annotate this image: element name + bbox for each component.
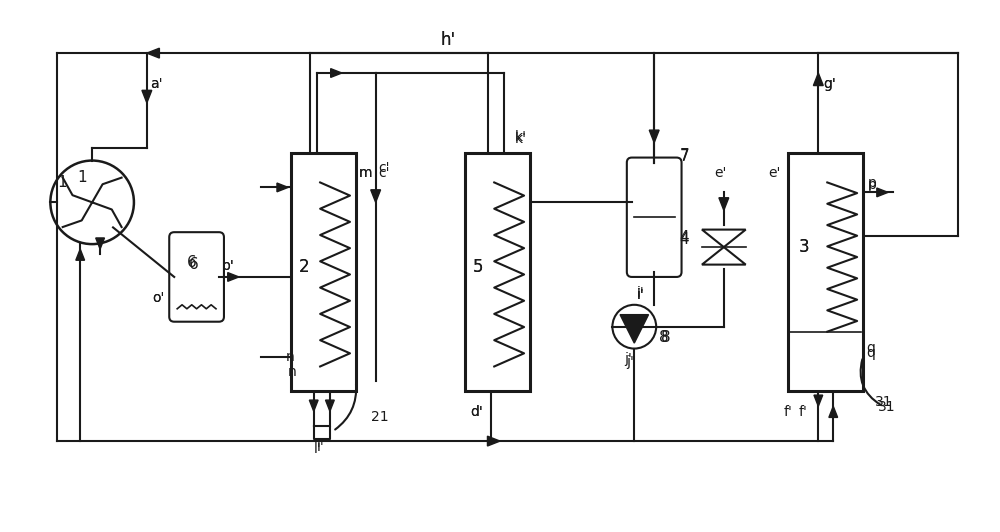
Text: n: n (286, 351, 295, 364)
Text: i': i' (636, 288, 644, 302)
Text: 7: 7 (680, 148, 689, 163)
Text: p: p (868, 177, 877, 190)
Text: e': e' (714, 167, 726, 180)
Polygon shape (620, 314, 649, 343)
Text: k': k' (515, 130, 527, 144)
Text: l': l' (317, 440, 325, 454)
Text: 8: 8 (659, 330, 669, 345)
Text: j': j' (624, 353, 632, 367)
Polygon shape (228, 272, 239, 281)
Text: c': c' (379, 162, 390, 176)
Text: n: n (288, 365, 297, 379)
Text: a': a' (150, 77, 162, 91)
Text: 8: 8 (661, 330, 671, 345)
Text: i': i' (636, 288, 644, 302)
Text: d': d' (470, 405, 483, 419)
Polygon shape (147, 48, 159, 58)
Text: o': o' (152, 291, 165, 305)
Polygon shape (371, 190, 381, 202)
Polygon shape (829, 406, 838, 418)
Polygon shape (277, 183, 288, 192)
Text: b': b' (222, 259, 235, 273)
Polygon shape (649, 130, 659, 143)
Bar (465, 153, 530, 392)
Text: d': d' (470, 405, 483, 419)
Polygon shape (877, 188, 888, 197)
Polygon shape (96, 238, 104, 249)
Text: 31: 31 (875, 395, 893, 409)
Text: 5: 5 (473, 258, 484, 276)
Text: 1: 1 (77, 170, 87, 186)
Bar (291, 153, 356, 392)
Text: h': h' (440, 31, 455, 49)
Text: 21: 21 (371, 410, 388, 424)
Text: 4: 4 (679, 232, 689, 247)
Text: 6: 6 (189, 257, 198, 272)
Text: g': g' (823, 77, 836, 91)
Text: c': c' (379, 167, 390, 180)
Text: j': j' (626, 355, 634, 369)
Text: q: q (866, 340, 875, 354)
Polygon shape (331, 69, 342, 77)
Text: q: q (866, 345, 875, 360)
Polygon shape (142, 90, 152, 103)
Polygon shape (309, 400, 318, 411)
Text: 2: 2 (299, 258, 310, 276)
Polygon shape (719, 198, 729, 210)
Polygon shape (326, 400, 334, 411)
Text: 4: 4 (679, 230, 689, 245)
Text: 31: 31 (878, 400, 896, 414)
Polygon shape (813, 73, 823, 86)
Text: p: p (868, 178, 877, 193)
Text: k': k' (515, 131, 527, 146)
Text: g': g' (823, 77, 836, 91)
Text: o': o' (152, 291, 165, 305)
Text: i': i' (636, 286, 644, 300)
Text: 1: 1 (57, 176, 67, 190)
Text: e': e' (769, 167, 781, 180)
Polygon shape (487, 436, 500, 446)
Text: f': f' (798, 405, 807, 419)
Text: a': a' (150, 77, 162, 91)
Text: 2: 2 (299, 258, 310, 276)
Polygon shape (76, 249, 85, 260)
Text: h': h' (440, 31, 455, 49)
Text: 7: 7 (680, 147, 689, 163)
Text: m: m (359, 167, 372, 180)
Text: f': f' (784, 405, 792, 419)
Text: 3: 3 (798, 238, 809, 256)
Text: 3: 3 (798, 238, 809, 256)
Text: l': l' (314, 442, 321, 456)
Polygon shape (814, 395, 823, 406)
Text: m: m (359, 167, 372, 180)
Text: 6: 6 (187, 255, 196, 270)
Text: 5: 5 (473, 258, 484, 276)
Text: b': b' (222, 259, 235, 273)
Bar (788, 153, 863, 392)
